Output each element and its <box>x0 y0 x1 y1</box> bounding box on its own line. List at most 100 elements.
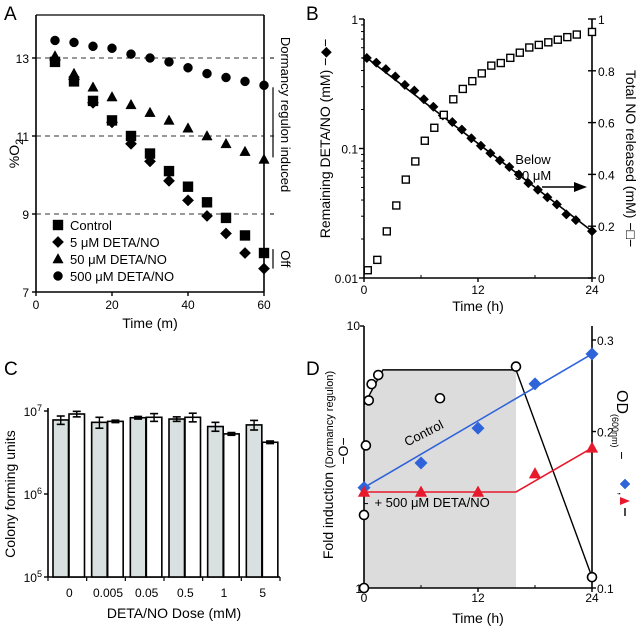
data-point-square <box>163 165 175 177</box>
annotation-below-line1: Below <box>515 152 551 167</box>
panel-letter-c: C <box>4 359 18 380</box>
data-point-control <box>471 421 485 435</box>
data-point-triangle <box>239 145 251 156</box>
data-point-remaining-detano <box>542 192 553 203</box>
x-tick-label: 40 <box>181 298 195 312</box>
x-tick-label: 0 <box>361 283 368 297</box>
right-legend-triangle-icon <box>620 497 630 505</box>
data-point-total-no <box>506 53 515 63</box>
right-tick-label: 0.3 <box>597 334 614 348</box>
legend-label: Control <box>70 218 112 233</box>
data-point-remaining-detano <box>418 94 429 105</box>
data-point-triangle <box>125 98 137 110</box>
od-line-control <box>363 353 593 489</box>
data-point-total-no <box>553 35 562 44</box>
legend-label: 500 μM DETA/NO <box>70 269 174 284</box>
od-line-detano <box>364 447 593 493</box>
right-y-axis-title: Total NO released (mM) −□− <box>623 70 639 247</box>
y-tick-label: 107 <box>24 403 42 419</box>
x-tick-label: 0.005 <box>93 586 123 600</box>
right-y-axis-title: OD(600nm) − <box>610 390 630 460</box>
data-point-detano <box>414 485 428 497</box>
data-point-triangle <box>106 91 118 102</box>
data-point-detano <box>528 467 542 479</box>
y-tick-label: 7 <box>22 286 29 300</box>
data-point-total-no <box>382 227 391 236</box>
bar-white-5 <box>261 441 279 578</box>
right-legend-diamond-icon <box>619 478 631 490</box>
right-tick-label: 0.6 <box>598 117 615 131</box>
x-tick-label: 20 <box>105 298 119 312</box>
data-point-total-no <box>544 38 553 47</box>
data-point-square <box>239 230 251 241</box>
panel-a-chart: 7 9 11 13 0 20 40 60 Time (m) %O2 Control 5 μM DETA… <box>6 14 293 331</box>
bar-white-0.05 <box>145 416 163 578</box>
panel-letter-d: D <box>306 359 320 380</box>
data-point-total-no <box>449 95 458 104</box>
y-tick-label: 9 <box>22 208 29 222</box>
data-point-remaining-detano <box>361 52 372 64</box>
data-point-circle <box>126 49 136 59</box>
data-point-total-no <box>525 43 534 52</box>
y-tick-label: 0.1 <box>341 143 358 157</box>
data-point-total-no <box>587 27 597 37</box>
y-tick-label: 105 <box>24 569 42 585</box>
data-point-remaining-detano <box>561 209 572 220</box>
data-point-remaining-detano <box>409 85 420 96</box>
data-point-square <box>258 247 270 259</box>
data-point-circle <box>259 80 269 91</box>
data-point-fold-induction <box>358 582 370 594</box>
data-point-remaining-detano <box>504 161 515 173</box>
data-point-diamond <box>125 137 137 150</box>
bar-gray-5 <box>245 424 263 578</box>
y-tick-label: 10 <box>347 319 361 333</box>
data-point-fold-induction <box>363 395 375 406</box>
data-point-triangle <box>144 106 156 117</box>
data-point-remaining-detano <box>513 169 524 180</box>
x-tick-label: 0.05 <box>135 586 159 600</box>
data-point-fold-induction <box>510 361 522 372</box>
data-point-detano <box>585 441 599 453</box>
data-point-triangle <box>220 137 232 149</box>
data-point-triangle <box>163 114 175 125</box>
data-point-circle <box>69 37 79 48</box>
data-point-total-no <box>373 255 382 265</box>
data-point-circle <box>88 41 98 52</box>
x-tick-label: 0 <box>66 586 73 600</box>
panel-letter-a: A <box>4 4 17 25</box>
x-axis-title: Time (h) <box>452 298 504 314</box>
right-tick-label: 0.4 <box>598 168 615 182</box>
x-axis-title: Time (h) <box>452 610 504 626</box>
data-point-circle <box>183 63 193 73</box>
data-point-fold-induction <box>372 369 384 381</box>
data-point-total-no <box>439 110 448 120</box>
bar-white-0.5 <box>184 416 202 578</box>
x-tick-label: 60 <box>257 298 271 312</box>
data-point-fold-induction <box>586 571 598 583</box>
data-point-remaining-detano <box>456 124 467 135</box>
data-point-triangle <box>258 153 270 164</box>
x-tick-label: 0.5 <box>177 586 194 600</box>
data-point-square <box>201 197 213 208</box>
data-point-fold-induction <box>360 440 372 451</box>
data-point-total-no <box>363 266 372 275</box>
data-point-circle <box>240 76 250 87</box>
data-point-total-no <box>401 175 410 184</box>
data-point-diamond <box>258 262 270 275</box>
data-point-total-no <box>477 69 486 78</box>
data-point-total-no <box>458 84 467 94</box>
data-point-triangle <box>201 130 213 141</box>
data-point-remaining-detano <box>399 79 410 90</box>
right-tick-label: 0.1 <box>597 582 614 596</box>
x-tick-label: 12 <box>471 283 485 297</box>
data-point-fold-induction <box>358 509 370 521</box>
data-point-total-no <box>468 76 477 86</box>
legend-marker-circle <box>53 271 63 281</box>
data-point-total-no <box>534 40 543 50</box>
data-point-total-no <box>496 58 505 68</box>
data-point-diamond <box>163 174 175 187</box>
data-point-remaining-detano <box>586 226 598 237</box>
data-point-diamond <box>87 96 99 109</box>
